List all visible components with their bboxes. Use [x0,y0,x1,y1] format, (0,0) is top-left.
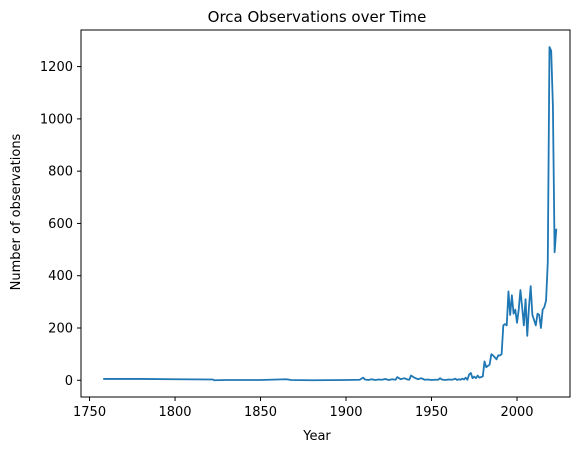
y-axis-label: Number of observations [9,133,24,290]
y-tick-label-800: 800 [48,165,73,180]
y-tick-label-200: 200 [48,321,73,336]
x-tick-label-1900: 1900 [329,405,362,420]
x-tick-label-2000: 2000 [500,405,533,420]
y-tick-label-1200: 1200 [40,60,73,75]
series-line-0 [103,46,558,382]
x-tick-label-1750: 1750 [73,405,106,420]
x-tick-label-1800: 1800 [158,405,191,420]
x-tick-label-1950: 1950 [415,405,448,420]
chart-title: Orca Observations over Time [208,8,427,26]
y-tick-label-0: 0 [65,374,73,389]
x-tick-label-1850: 1850 [244,405,277,420]
y-tick-label-1000: 1000 [40,112,73,127]
plot-frame [80,29,571,398]
y-tick-label-600: 600 [48,217,73,232]
x-axis-label: Year [302,429,331,444]
y-tick-label-400: 400 [48,269,73,284]
